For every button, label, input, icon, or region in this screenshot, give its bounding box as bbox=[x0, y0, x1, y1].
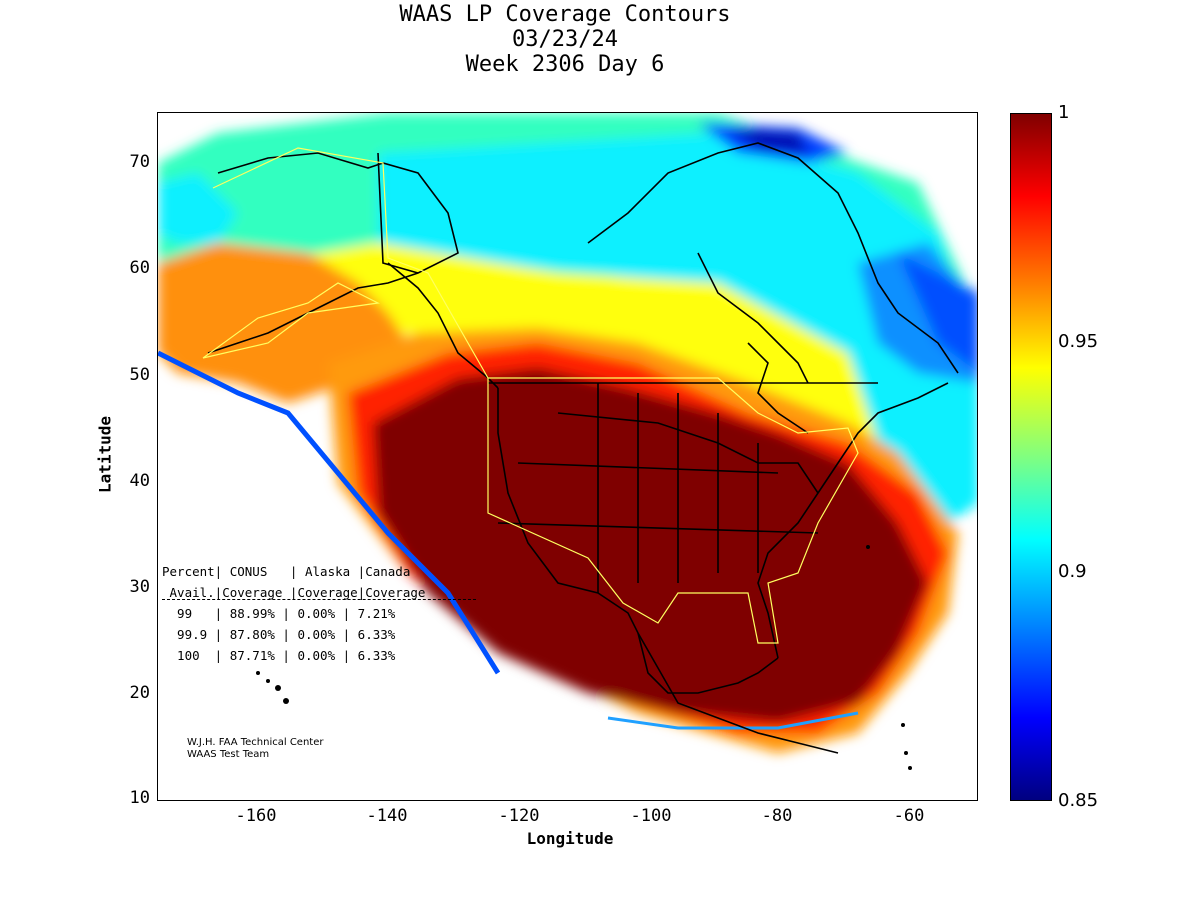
zone-dark-red bbox=[373, 368, 928, 723]
xtick-minus100: -100 bbox=[630, 806, 672, 826]
xtick-minus60: -60 bbox=[893, 806, 925, 826]
coast-edge-south bbox=[607, 711, 859, 730]
chart-week: Week 2306 Day 6 bbox=[465, 52, 665, 77]
ytick-70: 70 bbox=[129, 152, 150, 172]
xtick-minus160: -160 bbox=[235, 806, 277, 826]
xtick-minus80: -80 bbox=[761, 806, 793, 826]
coverage-stats-table: Percent| CONUS | Alaska |Canada Avail.|C… bbox=[162, 561, 425, 666]
colorbar-tick-0-95: 0.95 bbox=[1058, 331, 1099, 352]
colorbar-tick-0-85: 0.85 bbox=[1058, 790, 1099, 811]
ytick-30: 30 bbox=[129, 577, 150, 597]
zone-darkblue-north bbox=[728, 128, 808, 153]
colorbar-tick-0-9: 0.9 bbox=[1058, 561, 1087, 582]
credit-line-2: WAAS Test Team bbox=[187, 749, 270, 760]
coverage-map bbox=[157, 112, 978, 801]
stats-divider bbox=[162, 599, 476, 600]
colorbar bbox=[1010, 113, 1052, 801]
stats-row: 100 | 87.71% | 0.00% | 6.33% bbox=[162, 648, 396, 663]
service-volume-outlines bbox=[202, 147, 859, 644]
ytick-40: 40 bbox=[129, 471, 150, 491]
coastlines bbox=[207, 142, 959, 754]
coast-edge-west bbox=[158, 350, 501, 675]
zone-deepblue-east bbox=[898, 253, 977, 372]
stats-header-1: Percent| CONUS | Alaska |Canada bbox=[162, 564, 411, 579]
chart-date: 03/23/24 bbox=[512, 27, 618, 52]
zone-cyan-north bbox=[378, 133, 977, 543]
ytick-10: 10 bbox=[129, 788, 150, 808]
x-axis-label: Longitude bbox=[526, 829, 614, 848]
y-axis-label: Latitude bbox=[95, 415, 115, 494]
chart-title: WAAS LP Coverage Contours bbox=[399, 2, 731, 27]
ytick-60: 60 bbox=[129, 258, 150, 278]
ytick-20: 20 bbox=[129, 683, 150, 703]
islands bbox=[256, 545, 912, 770]
zone-cyan-west bbox=[158, 173, 238, 243]
colorbar-tick-1: 1 bbox=[1058, 102, 1070, 123]
credit-line-1: W.J.H. FAA Technical Center bbox=[187, 737, 324, 748]
coverage-map-svg bbox=[158, 113, 977, 770]
stats-row: 99.9 | 87.80% | 0.00% | 6.33% bbox=[162, 627, 396, 642]
xtick-minus140: -140 bbox=[366, 806, 408, 826]
stats-row: 99 | 88.99% | 0.00% | 7.21% bbox=[162, 606, 396, 621]
stats-header-2: Avail.|Coverage |Coverage|Coverage bbox=[162, 585, 426, 600]
ytick-50: 50 bbox=[129, 365, 150, 385]
credit: W.J.H. FAA Technical Center WAAS Test Te… bbox=[187, 737, 323, 761]
xtick-minus120: -120 bbox=[498, 806, 540, 826]
